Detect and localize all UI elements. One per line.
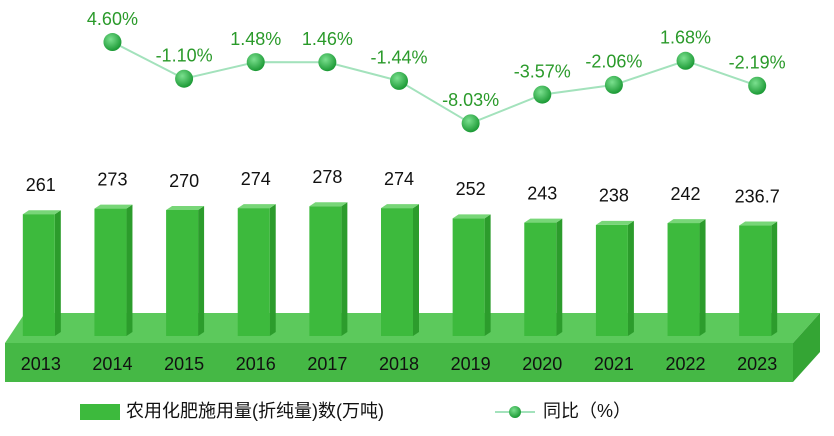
bar-top: [524, 218, 563, 223]
marker: [103, 33, 122, 52]
bar: [667, 223, 700, 336]
bar-side: [627, 220, 634, 336]
data-label: -8.03%: [442, 90, 499, 110]
bar-top: [309, 202, 348, 207]
bar-side: [556, 218, 563, 336]
bar: [237, 208, 270, 336]
data-label: 4.60%: [87, 9, 138, 29]
legend-swatch: [80, 404, 120, 420]
data-label: 274: [384, 169, 414, 189]
bar-top: [667, 219, 706, 224]
x-tick-label: 2023: [737, 354, 777, 374]
bar-side: [126, 204, 133, 336]
data-label: 236.7: [735, 186, 780, 206]
data-label: -2.19%: [729, 52, 786, 72]
bar: [381, 208, 413, 336]
data-label: 1.68%: [660, 28, 711, 48]
x-tick-label: 2015: [164, 354, 204, 374]
data-label: 270: [169, 171, 199, 191]
bar-top: [381, 204, 419, 209]
x-tick-label: 2022: [666, 354, 706, 374]
x-tick-label: 2018: [379, 354, 419, 374]
data-label: -3.57%: [514, 61, 571, 81]
bar: [595, 224, 628, 336]
marker: [461, 114, 480, 133]
x-tick-label: 2013: [21, 354, 61, 374]
bar-side: [413, 204, 419, 336]
data-label: 242: [671, 184, 701, 204]
data-label: 252: [456, 179, 486, 199]
x-tick-label: 2017: [307, 354, 347, 374]
bar: [94, 208, 127, 336]
bar-side: [484, 214, 491, 336]
marker: [604, 75, 623, 94]
bar-side: [771, 221, 778, 336]
bar-top: [595, 220, 634, 225]
bar: [166, 210, 199, 336]
marker: [676, 51, 695, 70]
legend: 农用化肥施用量(折纯量)数(万吨) 同比（%）: [80, 401, 631, 421]
marker: [246, 53, 265, 72]
x-tick-label: 2021: [594, 354, 634, 374]
marker: [390, 71, 408, 90]
bar-side: [341, 202, 348, 336]
bar-side: [198, 206, 205, 336]
line: [111, 41, 758, 125]
data-label: 243: [527, 183, 557, 203]
bar-top: [22, 210, 61, 215]
data-label: 273: [97, 169, 127, 189]
marker: [175, 69, 194, 88]
x-tick-label: 2016: [236, 354, 276, 374]
marker: [533, 85, 552, 104]
data-label: -1.44%: [370, 48, 427, 68]
bar: [452, 218, 485, 336]
bars: 2013 2014 2015 2016 2017 2018 2019 2020 2021 2022…: [21, 167, 780, 374]
marker: [318, 53, 337, 72]
bar-side: [54, 210, 61, 336]
bar: [524, 222, 557, 336]
data-label: 1.48%: [230, 29, 281, 49]
bar-top: [94, 204, 133, 209]
bar-top: [452, 214, 491, 219]
legend-label: 农用化肥施用量(折纯量)数(万吨): [126, 401, 384, 421]
x-tick-label: 2019: [451, 354, 491, 374]
bar: [22, 214, 55, 336]
legend-label: 同比（%）: [543, 401, 631, 421]
data-label: 261: [26, 175, 56, 195]
bar-top: [237, 204, 276, 209]
data-label: 274: [241, 169, 271, 189]
x-tick-label: 2014: [92, 354, 132, 374]
data-label: 1.46%: [302, 29, 353, 49]
bar-side: [269, 204, 276, 336]
bar-top: [739, 221, 778, 226]
bar: [309, 206, 342, 336]
data-label: -1.10%: [156, 45, 213, 65]
data-label: 238: [599, 186, 629, 206]
line-layer: 4.60%-1.10%1.48% 1.46%-1.44%-8.03%-3.57% -…: [87, 9, 786, 133]
bar: [739, 225, 772, 336]
bar-top: [166, 206, 205, 210]
bar-side: [699, 219, 706, 336]
legend-marker: [509, 406, 521, 418]
marker: [748, 76, 767, 95]
data-label: -2.06%: [585, 52, 642, 72]
x-tick-label: 2020: [522, 354, 562, 374]
data-label: 278: [312, 167, 342, 187]
